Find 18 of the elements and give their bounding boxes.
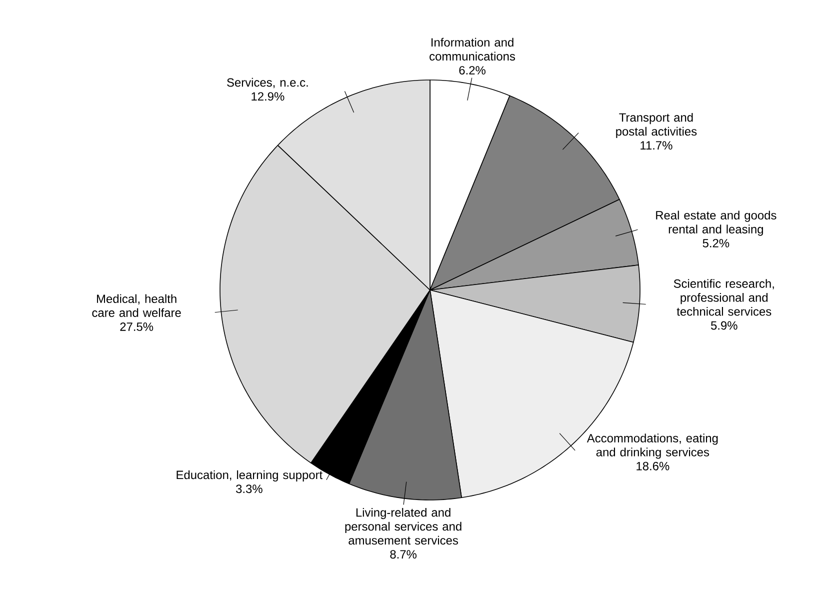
data-label: 12.9%: [252, 92, 284, 101]
slice-label: Information and communications: [430, 38, 516, 61]
data-label: 18.6%: [636, 462, 670, 470]
slice-label: Education, learning support: [176, 470, 323, 482]
data-label: 8.7%: [390, 550, 417, 559]
data-label: 5.9%: [710, 321, 738, 330]
data-label: 27.5%: [120, 322, 154, 331]
data-label: 11.7%: [640, 141, 672, 150]
slice-label: Services, n.e.c.: [227, 78, 308, 88]
slice-label: Medical, health care and welfare: [92, 294, 181, 317]
slice-label: Transport and postal activities: [616, 112, 697, 138]
slice-label: Real estate and goods rental and leasing: [656, 210, 776, 236]
data-label: 5.2%: [702, 238, 730, 248]
data-label: 3.3%: [236, 484, 262, 494]
slice-label: Accommodations, eating and drinking services: [586, 434, 718, 459]
slice-label: Living-related and personal services and amusement services: [345, 508, 462, 545]
legend-label: Scientific research, professional and technical services: [674, 279, 774, 316]
data-label: 6.2%: [459, 66, 486, 75]
